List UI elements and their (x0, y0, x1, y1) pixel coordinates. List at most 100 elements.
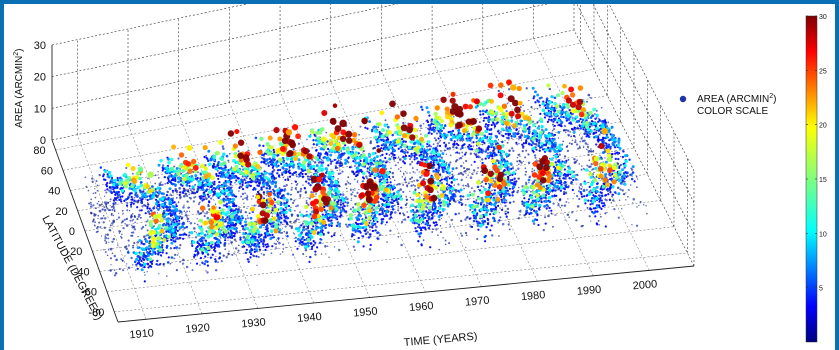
data-point (536, 126, 540, 130)
data-point (413, 115, 419, 122)
data-point (310, 191, 313, 194)
data-point (574, 139, 577, 141)
data-point (139, 180, 143, 184)
data-point (466, 134, 470, 138)
data-point (506, 102, 509, 105)
data-point (203, 174, 209, 180)
data-point (463, 153, 467, 156)
data-point (381, 138, 385, 142)
data-point (325, 180, 329, 183)
data-point (166, 181, 169, 185)
data-point (478, 121, 481, 124)
data-point (428, 114, 431, 117)
data-point (100, 217, 103, 220)
data-point (202, 193, 206, 197)
data-point (263, 171, 268, 176)
data-point (183, 194, 186, 198)
data-point (361, 117, 368, 125)
data-point (251, 180, 254, 183)
data-point (339, 135, 347, 142)
data-point (326, 140, 329, 143)
data-point (519, 106, 522, 109)
data-point (356, 141, 363, 149)
data-point (113, 178, 118, 183)
data-point (246, 194, 248, 196)
data-point (346, 197, 349, 201)
data-point (368, 171, 371, 174)
grid-line (51, 29, 575, 141)
data-point (156, 212, 159, 214)
data-point (129, 203, 133, 206)
data-point (504, 170, 509, 175)
data-point (507, 134, 510, 137)
data-point (547, 118, 551, 121)
data-point (577, 85, 584, 91)
data-point (102, 214, 105, 217)
data-point (337, 172, 341, 176)
data-point (187, 168, 193, 174)
data-point (463, 187, 465, 190)
data-point (481, 161, 484, 165)
data-point (567, 159, 569, 161)
data-point (583, 145, 585, 147)
data-point (531, 141, 535, 145)
data-point (563, 169, 566, 171)
data-point (607, 121, 610, 124)
data-point (413, 158, 416, 161)
data-point (434, 105, 440, 111)
data-point (307, 182, 310, 185)
data-point (409, 190, 411, 193)
data-point (382, 143, 385, 146)
data-point (278, 211, 282, 215)
data-point (415, 156, 419, 160)
data-point (293, 209, 296, 212)
data-point (359, 125, 362, 128)
data-point (346, 151, 351, 155)
data-point (595, 143, 598, 146)
data-point (91, 177, 94, 180)
data-point (554, 170, 557, 173)
data-point (545, 111, 549, 116)
data-point (332, 103, 338, 108)
data-point (132, 178, 138, 184)
data-point (436, 144, 439, 148)
data-point (474, 105, 478, 109)
data-point (325, 131, 328, 134)
data-point (248, 212, 251, 215)
data-point (210, 175, 215, 180)
data-point (228, 200, 232, 204)
data-point (582, 128, 585, 131)
data-point (216, 185, 220, 189)
data-point (342, 198, 346, 203)
data-point (445, 153, 448, 155)
data-point (162, 209, 166, 213)
data-point (486, 138, 491, 143)
data-point (173, 169, 178, 173)
data-point (170, 223, 173, 226)
data-point (550, 115, 553, 118)
data-point (158, 184, 161, 187)
data-point (536, 93, 540, 97)
data-point (471, 126, 473, 129)
data-point (320, 167, 325, 171)
data-point (548, 147, 552, 151)
data-point (444, 110, 451, 116)
data-point (196, 218, 198, 220)
data-point (118, 232, 121, 234)
data-point (436, 152, 441, 157)
data-point (552, 120, 555, 123)
data-point (453, 184, 456, 187)
data-point (402, 140, 405, 143)
data-point (255, 181, 258, 184)
data-point (100, 235, 103, 237)
data-point (508, 149, 511, 152)
data-point (175, 166, 179, 170)
data-point (404, 140, 407, 143)
data-point (162, 164, 165, 167)
data-point (448, 122, 454, 128)
data-point (479, 170, 482, 173)
data-point (537, 160, 539, 162)
data-point (228, 152, 231, 155)
data-point (556, 93, 560, 98)
data-point (501, 140, 504, 144)
